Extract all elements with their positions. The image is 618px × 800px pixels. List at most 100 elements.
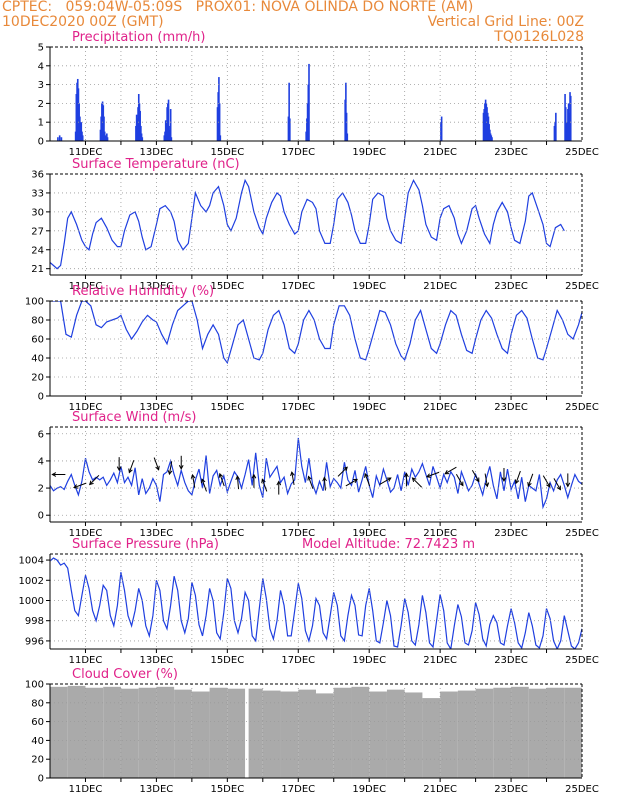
cloud-bar — [333, 687, 352, 778]
x-tick-label: 19DEC — [352, 281, 386, 292]
wind-arrow-head — [235, 475, 241, 481]
x-tick-label: 17DEC — [281, 281, 315, 292]
y-tick-label: 100 — [25, 680, 44, 691]
precip-bar — [169, 109, 172, 141]
y-tick-label: 4 — [38, 61, 44, 72]
wind-arrow-head — [353, 478, 358, 484]
x-tick-label: 11DEC — [69, 655, 103, 666]
data-layer — [50, 178, 565, 270]
data-layer — [50, 685, 582, 778]
cloud-bar — [174, 689, 192, 778]
cloud-bar — [564, 687, 582, 778]
header-model-id: TQ0126L028 — [494, 29, 584, 45]
wind-arrow-head — [155, 465, 160, 471]
precip-bar — [440, 116, 443, 141]
precip-bar — [140, 133, 143, 141]
cloud-bar — [280, 691, 299, 778]
wind-arrow-head — [200, 478, 206, 484]
y-tick-label: 36 — [31, 170, 44, 181]
y-tick-label: 4 — [38, 456, 44, 467]
precip-bar — [564, 107, 567, 141]
y-tick-label: 40 — [31, 354, 44, 365]
wind-arrow-shaft — [471, 469, 480, 482]
y-tick-label: 0 — [38, 511, 44, 522]
wind-arrow-shaft — [236, 476, 240, 490]
wind-arrow-shaft — [412, 477, 423, 488]
x-tick-label: 25DEC — [565, 655, 599, 666]
cloud-bar — [191, 691, 210, 778]
cloud-bar — [262, 690, 281, 778]
y-tick-label: 0 — [38, 774, 44, 785]
data-layer — [50, 557, 582, 649]
wind-arrow-head — [190, 473, 196, 479]
cloud-bar — [67, 685, 86, 778]
x-tick-label: 17DEC — [281, 655, 315, 666]
y-tick-label: 24 — [31, 245, 44, 256]
precip-bar — [219, 135, 222, 141]
wind-arrow-head — [167, 470, 173, 476]
x-tick-label: 23DEC — [494, 655, 528, 666]
x-tick-label: 21DEC — [423, 784, 457, 795]
cloud-bar — [316, 693, 334, 778]
panel-6: 0 20 40 60 80 100 11DEC 13DEC 15DEC 17DEC 19DEC 21D… — [25, 667, 599, 795]
y-tick-label: 1002 — [19, 576, 44, 587]
x-tick-label: 25DEC — [565, 147, 599, 158]
x-tick-label: 19DEC — [352, 402, 386, 413]
precip-bar — [170, 137, 173, 141]
x-tick-label: 23DEC — [494, 528, 528, 539]
wind-arrow-head — [276, 480, 282, 486]
cloud-bar — [369, 691, 387, 778]
y-tick-label: 30 — [31, 207, 44, 218]
wind-arrow-head — [514, 479, 520, 485]
data-layer — [50, 437, 582, 510]
header-grid-note: Vertical Grid Line: 00Z — [427, 14, 584, 30]
cloud-bar — [248, 688, 263, 778]
cloud-bar — [546, 687, 565, 778]
panel-annotation: Model Altitude: 72.7423 m — [302, 537, 475, 552]
x-tick-label: 19DEC — [352, 528, 386, 539]
y-tick-label: 1000 — [19, 596, 44, 607]
plot-area — [50, 427, 582, 522]
y-tick-label: 6 — [38, 429, 44, 440]
panel-4: 0 2 4 6 11DEC 13DEC 15DEC 17DEC 19DEC 21DEC 23DEC 2… — [38, 410, 599, 539]
wind-arrow-head — [565, 482, 571, 488]
wind-arrow-shaft — [307, 476, 314, 489]
wind-arrow-head — [459, 481, 464, 487]
x-tick-label: 11DEC — [69, 528, 103, 539]
y-tick-label: 20 — [31, 373, 44, 384]
y-tick-label: 1 — [38, 118, 44, 129]
wind-arrow-head — [444, 470, 450, 475]
wind-arrow-head — [73, 484, 79, 489]
header-date: 10DEC2020 00Z (GMT) — [2, 14, 164, 30]
x-tick-label: 15DEC — [210, 655, 244, 666]
y-tick-label: 80 — [31, 316, 44, 327]
panel-1: 0 1 2 3 4 5 11DEC 13DEC 15DEC 17DEC 19DEC 21DEC 23DE… — [38, 30, 599, 158]
precip-bar — [141, 137, 144, 141]
wind-arrow-shaft — [345, 478, 358, 487]
x-tick-label: 25DEC — [565, 281, 599, 292]
wind-arrow-shaft — [153, 457, 160, 470]
wind-arrow-head — [261, 478, 266, 484]
precip-bar — [58, 135, 61, 141]
cloud-bar — [475, 688, 494, 778]
precip-bar — [106, 137, 109, 141]
x-tick-label: 13DEC — [140, 402, 174, 413]
x-tick-label: 15DEC — [210, 528, 244, 539]
precip-bar — [288, 82, 290, 141]
y-tick-label: 996 — [25, 636, 44, 647]
y-tick-label: 998 — [25, 616, 44, 627]
wind-arrow-shaft — [291, 472, 295, 486]
panel-5: 996 998 1000 1002 1004 11DEC 13DEC 15DEC 17DEC 19… — [19, 537, 599, 666]
y-tick-label: 100 — [25, 297, 44, 308]
panel-3: 0 20 40 60 80 100 11DEC 13DEC 15DEC 17DEC 19DEC 21D… — [25, 284, 599, 413]
y-tick-label: 2 — [38, 99, 44, 110]
precip-bar — [81, 135, 84, 141]
cloud-bar — [298, 689, 316, 778]
wind-arrow-head — [178, 465, 184, 470]
x-tick-label: 25DEC — [565, 402, 599, 413]
x-tick-label: 21DEC — [423, 655, 457, 666]
data-layer — [57, 63, 572, 141]
wind-arrow-head — [322, 476, 327, 482]
series-line — [50, 178, 565, 270]
